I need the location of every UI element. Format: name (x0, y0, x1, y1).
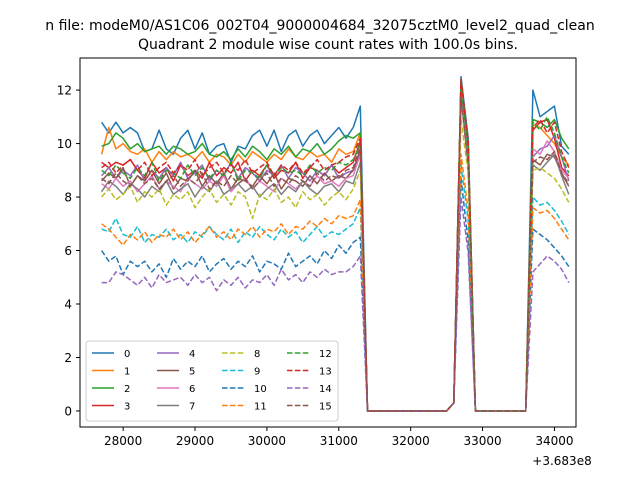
legend-label-3: 3 (124, 402, 130, 413)
legend-label-13: 13 (319, 367, 332, 378)
legend-label-9: 9 (254, 367, 260, 378)
x-tick-label: 30000 (248, 434, 286, 448)
legend-label-4: 4 (189, 349, 195, 360)
x-tick-label: 29000 (176, 434, 214, 448)
series-lines (100, 75, 570, 412)
legend-label-10: 10 (254, 384, 267, 395)
chart-title: Quadrant 2 module wise count rates with … (138, 37, 518, 53)
x-tick-label: 34000 (535, 434, 573, 448)
x-axis-offset-label: +3.683e8 (532, 454, 591, 468)
legend-label-12: 12 (319, 349, 332, 360)
legend-label-0: 0 (124, 349, 130, 360)
legend-label-8: 8 (254, 349, 260, 360)
y-tick-label: 4 (64, 298, 72, 312)
y-tick-label: 0 (64, 404, 72, 418)
x-tick-label: 31000 (320, 434, 358, 448)
y-tick-label: 12 (57, 84, 72, 98)
y-tick-label: 8 (64, 191, 72, 205)
y-axis-ticks: 0 2 4 6 8 10 12 (57, 84, 80, 418)
legend-box (85, 340, 339, 422)
legend-label-11: 11 (254, 402, 267, 413)
y-tick-label: 6 (64, 244, 72, 258)
series-line-8 (101, 118, 570, 412)
series-line-15 (101, 97, 570, 412)
legend-label-6: 6 (189, 384, 195, 395)
x-tick-label: 28000 (104, 434, 142, 448)
plot-frame (79, 57, 577, 428)
legend-label-5: 5 (189, 367, 195, 378)
series-line-11 (101, 153, 570, 412)
y-tick-label: 2 (64, 351, 72, 365)
x-axis-ticks: 28000 29000 30000 31000 32000 33000 34000 (104, 427, 574, 448)
legend-label-1: 1 (124, 367, 130, 378)
x-tick-label: 33000 (463, 434, 501, 448)
figure-suptitle: n file: modeM0/AS1C06_002T04_9000004684_… (45, 18, 594, 34)
legend-label-14: 14 (319, 384, 332, 395)
legend-label-2: 2 (124, 384, 130, 395)
legend-label-7: 7 (189, 402, 195, 413)
y-tick-label: 10 (57, 137, 72, 151)
x-tick-label: 32000 (392, 434, 430, 448)
legend-label-15: 15 (319, 402, 332, 413)
